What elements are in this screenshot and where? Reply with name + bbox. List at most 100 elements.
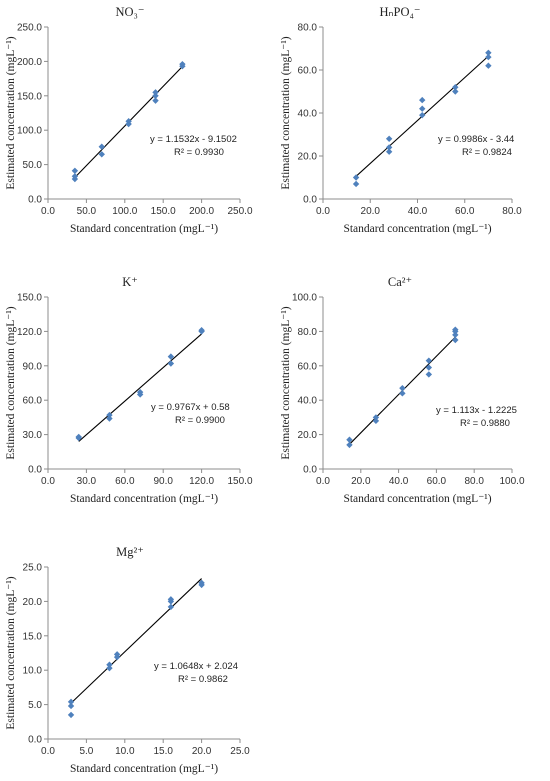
data-point <box>419 105 426 112</box>
data-point <box>452 331 459 339</box>
y-axis-label: Estimated concentration (mgL⁻¹) <box>5 576 17 729</box>
trendline <box>78 333 202 442</box>
x-axis-label: Standard concentration (mgL⁻¹) <box>343 223 491 235</box>
data-point <box>167 596 175 603</box>
x-tick-label: 80.0 <box>464 476 484 487</box>
regression-equation: y = 1.0648x + 2.024 <box>154 661 238 672</box>
y-tick-label: 120.0 <box>17 327 42 338</box>
y-axis-label: Estimated concentration (mgL⁻¹) <box>280 306 292 459</box>
regression-equation: y = 0.9986x - 3.44 <box>438 134 514 145</box>
data-point <box>372 414 380 421</box>
data-point <box>106 415 113 422</box>
y-tick-label: 10.0 <box>23 666 43 677</box>
chart-title: K⁺ <box>122 275 138 289</box>
x-tick-label: 250.0 <box>227 206 252 217</box>
y-tick-label: 80.0 <box>298 23 318 34</box>
y-tick-label: 90.0 <box>23 361 43 372</box>
x-tick-label: 0.0 <box>316 476 330 487</box>
chart-title: Ca²⁺ <box>388 275 412 289</box>
chart-panel-1: 0.0 50.0 100.0 150.0 200.0 250.0 0.0 50.0 100.0 1… <box>5 5 253 235</box>
y-tick-label: 150.0 <box>17 91 42 102</box>
data-point <box>399 390 406 397</box>
data-point <box>452 84 459 91</box>
x-tick-label: 150.0 <box>227 476 252 487</box>
data-point <box>106 661 113 668</box>
x-tick-label: 30.0 <box>77 476 97 487</box>
data-point <box>485 62 492 69</box>
y-tick-label: 250.0 <box>17 23 42 34</box>
chart-panel-3: 0.0 30.0 60.0 90.0 120.0 150.0 0.0 30.0 60.0 90.0… <box>5 275 253 505</box>
y-tick-label: 5.0 <box>28 700 42 711</box>
x-tick-label: 0.0 <box>316 206 330 217</box>
r-squared-label: R² = 0.9880 <box>460 418 510 429</box>
regression-equation: y = 1.1532x - 9.1502 <box>150 134 237 145</box>
x-tick-label: 80.0 <box>502 206 522 217</box>
data-point <box>198 579 205 587</box>
x-axis-label: Standard concentration (mgL⁻¹) <box>70 223 218 235</box>
x-tick-label: 200.0 <box>189 206 214 217</box>
data-point <box>419 96 426 104</box>
x-tick-label: 150.0 <box>151 206 176 217</box>
data-point <box>98 143 105 150</box>
data-point <box>152 97 159 104</box>
x-tick-label: 20.0 <box>351 476 371 487</box>
y-axis-label: Estimated concentration (mgL⁻¹) <box>5 306 17 459</box>
x-axis-label: Standard concentration (mgL⁻¹) <box>70 763 218 775</box>
x-tick-label: 120.0 <box>189 476 214 487</box>
y-tick-label: 20.0 <box>23 597 43 608</box>
chart-panel-4: 0.0 20.0 40.0 60.0 80.0 100.0 0.0 20.0 40.0 60.0 8… <box>280 275 525 505</box>
data-point <box>485 49 492 56</box>
y-axis-label: Estimated concentration (mgL⁻¹) <box>280 36 292 189</box>
data-point <box>106 664 113 672</box>
y-tick-label: 80.0 <box>298 327 318 338</box>
data-point <box>136 388 144 396</box>
r-squared-label: R² = 0.9824 <box>462 147 512 158</box>
trendline <box>70 578 202 704</box>
y-tick-label: 30.0 <box>23 430 43 441</box>
y-tick-label: 20.0 <box>298 430 318 441</box>
data-point <box>425 371 433 378</box>
data-point <box>67 698 75 706</box>
y-tick-label: 60.0 <box>23 396 43 407</box>
y-tick-label: 0.0 <box>28 465 42 476</box>
data-point <box>385 144 393 151</box>
data-point <box>67 711 75 719</box>
x-tick-label: 60.0 <box>455 206 475 217</box>
x-tick-label: 0.0 <box>41 746 55 757</box>
chart-title: Mg²⁺ <box>116 545 144 559</box>
x-axis-label: Standard concentration (mgL⁻¹) <box>343 493 491 505</box>
x-tick-label: 40.0 <box>408 206 428 217</box>
r-squared-label: R² = 0.9900 <box>175 415 225 426</box>
r-squared-label: R² = 0.9930 <box>174 147 224 158</box>
y-tick-label: 60.0 <box>298 361 318 372</box>
x-tick-label: 25.0 <box>230 746 250 757</box>
y-tick-label: 50.0 <box>23 160 43 171</box>
x-tick-label: 5.0 <box>79 746 93 757</box>
data-point <box>372 417 380 425</box>
x-tick-label: 100.0 <box>112 206 137 217</box>
y-tick-label: 0.0 <box>303 195 317 206</box>
x-tick-label: 90.0 <box>153 476 173 487</box>
data-point <box>425 357 433 364</box>
data-point <box>385 135 393 142</box>
y-tick-label: 20.0 <box>298 152 318 163</box>
data-point <box>106 411 113 419</box>
data-point <box>167 353 175 360</box>
data-point <box>419 111 426 119</box>
y-tick-label: 0.0 <box>28 735 42 746</box>
x-tick-label: 50.0 <box>77 206 97 217</box>
y-tick-label: 40.0 <box>298 396 318 407</box>
data-point <box>113 651 121 658</box>
x-tick-label: 10.0 <box>115 746 135 757</box>
data-point <box>167 603 175 611</box>
x-tick-label: 60.0 <box>427 476 447 487</box>
x-tick-label: 0.0 <box>41 206 55 217</box>
data-point <box>71 173 79 180</box>
data-point <box>71 167 79 174</box>
x-tick-label: 40.0 <box>389 476 409 487</box>
y-tick-label: 100.0 <box>292 293 317 304</box>
data-point <box>399 384 406 392</box>
data-point <box>198 327 205 334</box>
y-tick-label: 60.0 <box>298 66 318 77</box>
x-tick-label: 60.0 <box>115 476 135 487</box>
